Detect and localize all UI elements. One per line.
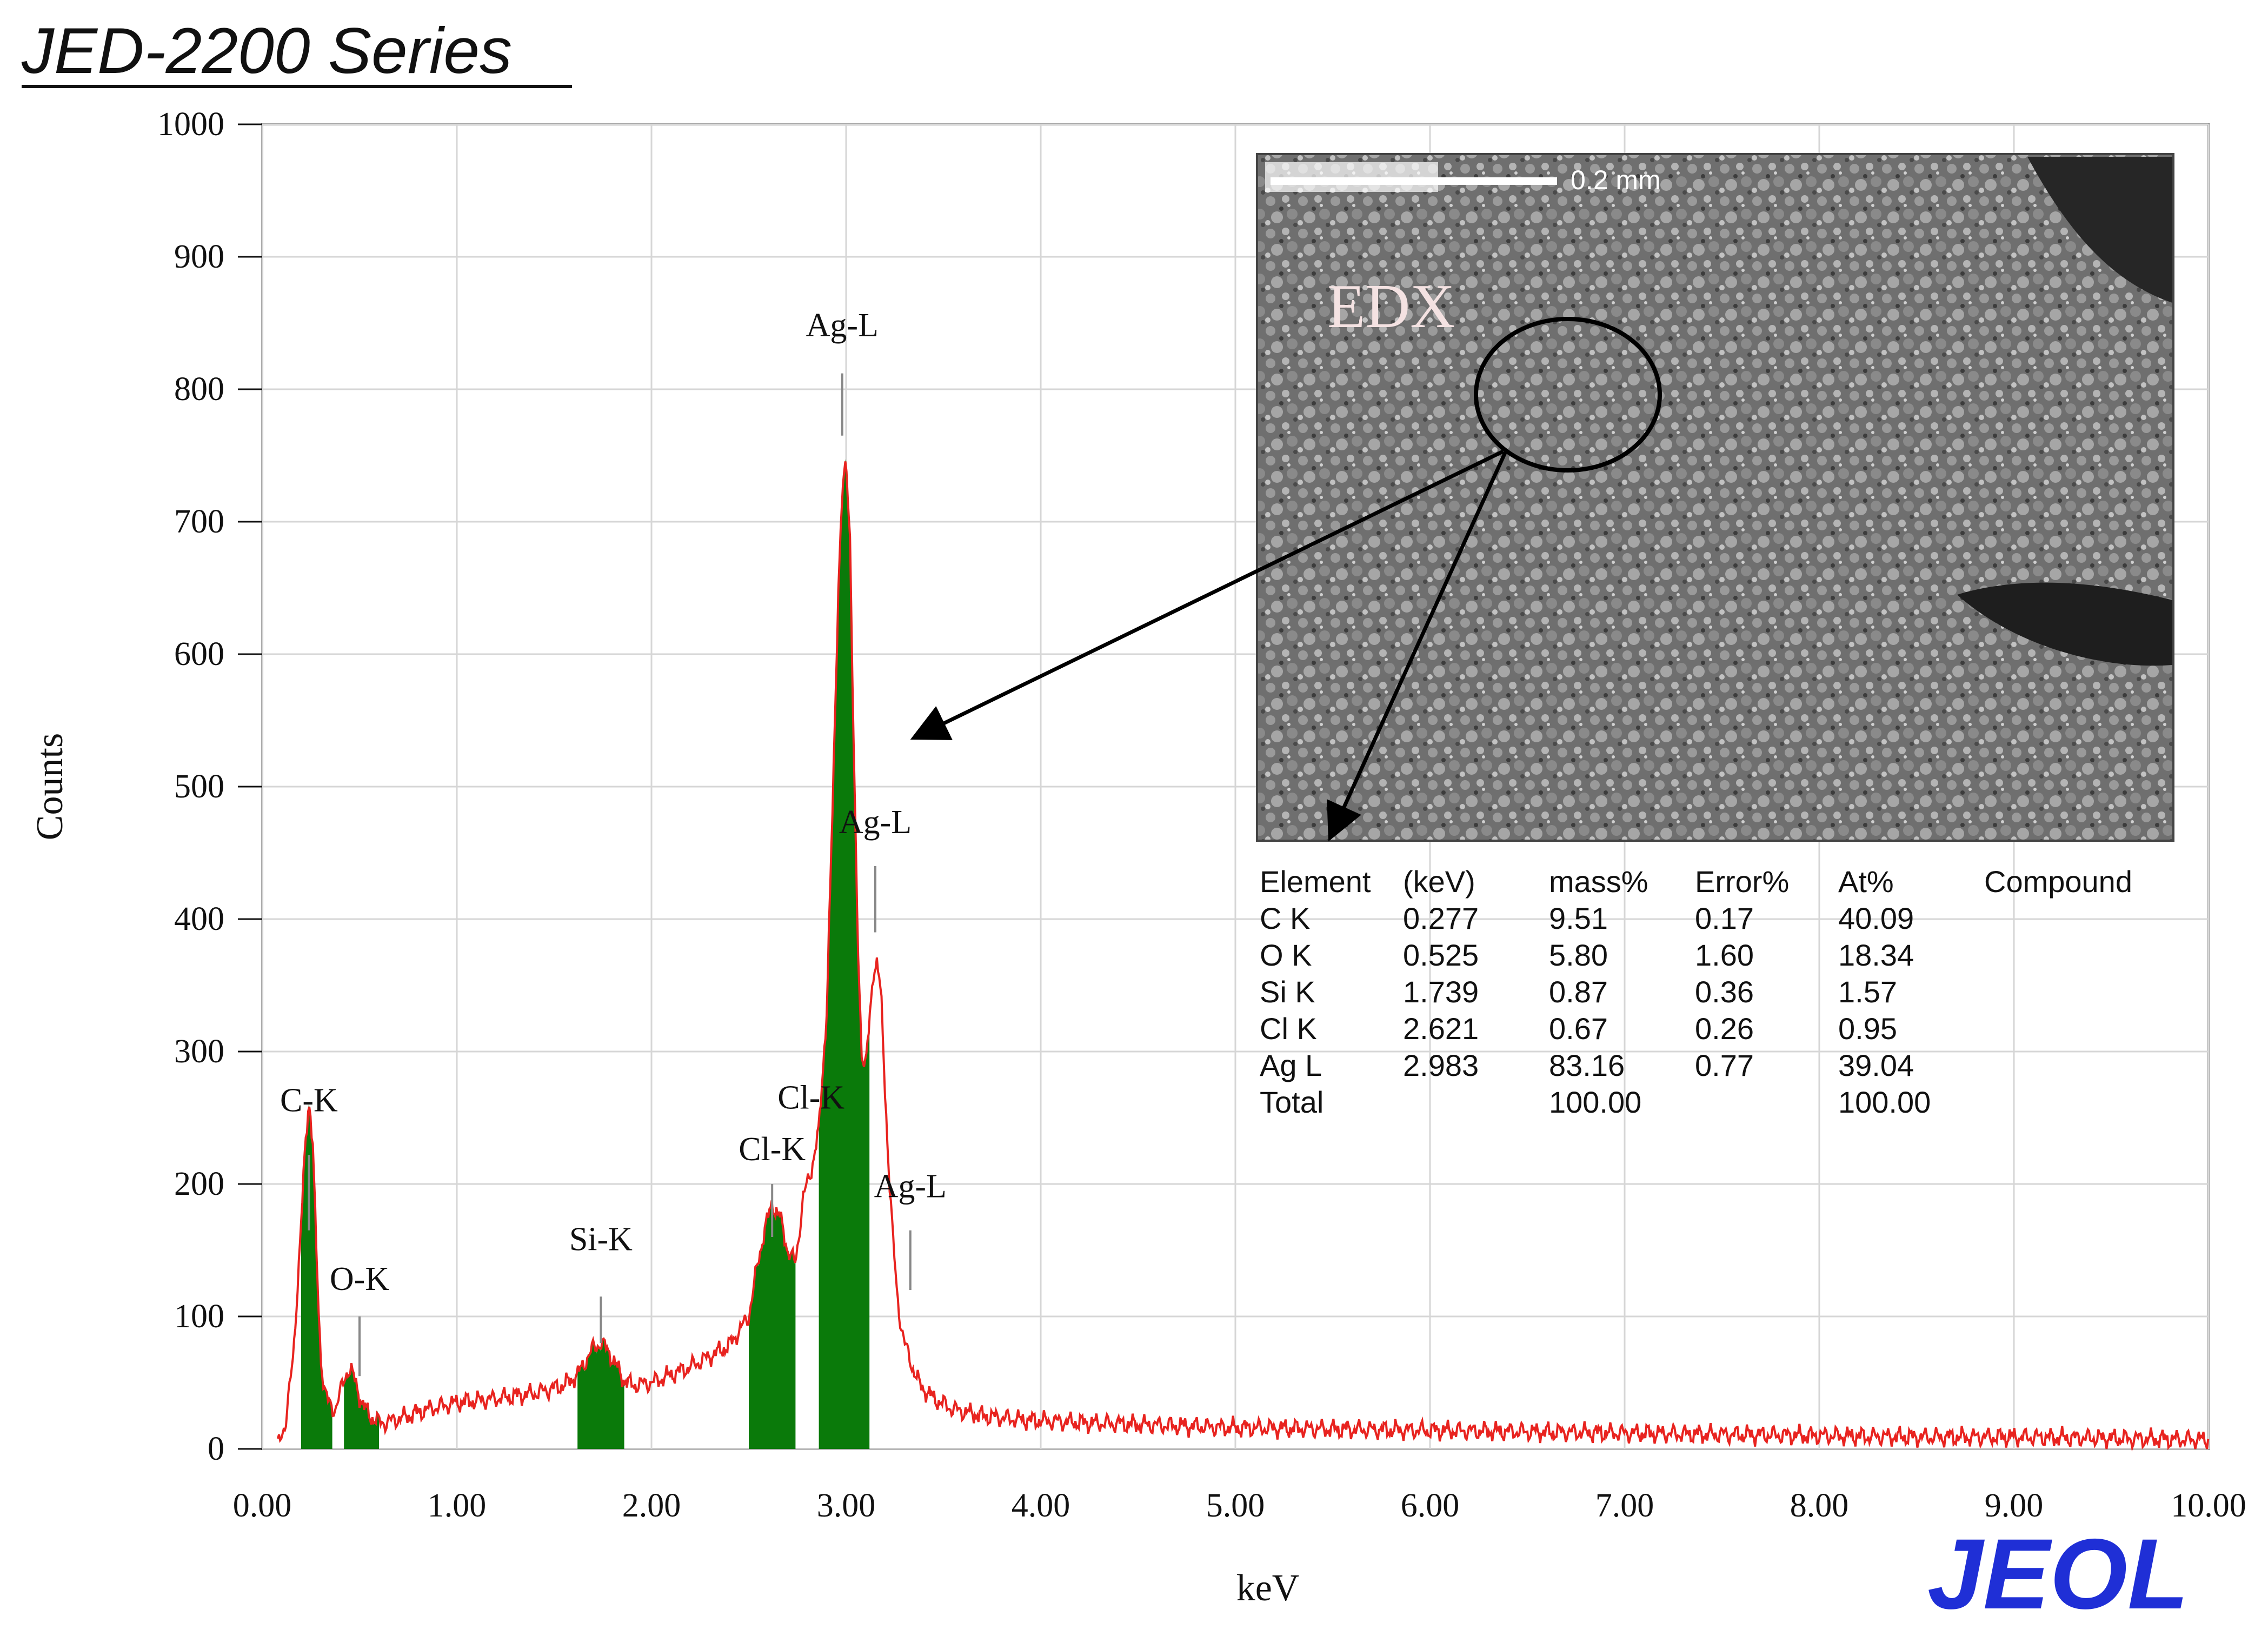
table-cell: Si K [1260, 975, 1315, 1009]
table-header-cell: (keV) [1403, 864, 1475, 899]
table-cell: 100.00 [1549, 1085, 1641, 1119]
y-tick-label: 200 [174, 1166, 224, 1202]
table-header-cell: At% [1838, 864, 1894, 899]
table-cell: 5.80 [1549, 938, 1608, 972]
x-tick-label: 9.00 [1985, 1487, 2044, 1524]
sem-dark-crack [1957, 582, 2172, 666]
peak-label: Ag-L [874, 1168, 947, 1205]
peak-fill [819, 459, 870, 1449]
jeol-logo: JEOL [1927, 1519, 2189, 1630]
analysis-area-circle [1474, 317, 1662, 473]
x-axis-label: keV [1236, 1567, 1300, 1609]
table-cell: C K [1260, 901, 1310, 935]
results-table: Element (keV) mass% Error% At% Compound C K 0.2… [1260, 864, 2132, 1119]
table-cell: 2.621 [1403, 1012, 1479, 1046]
y-tick-label: 500 [174, 768, 224, 805]
x-tick-label: 6.00 [1401, 1487, 1460, 1524]
spectrum-line [276, 461, 2210, 1452]
table-cell: 0.26 [1695, 1012, 1754, 1046]
peak-label: Ag-L [839, 804, 912, 841]
table-header-cell: Element [1260, 864, 1371, 899]
table-cell: 0.525 [1403, 938, 1479, 972]
table-cell: O K [1260, 938, 1312, 972]
table-cell: 0.277 [1403, 901, 1479, 935]
x-tick-label: 4.00 [1012, 1487, 1070, 1524]
peak-label: C-K [280, 1082, 338, 1119]
table-cell: 1.60 [1695, 938, 1754, 972]
y-tick-label: 700 [174, 503, 224, 540]
table-cell: 2.983 [1403, 1048, 1479, 1082]
arrow-to-table [1327, 450, 1508, 842]
scale-bar-label: 0.2 mm [1571, 165, 1661, 195]
x-tick-label: 0.00 [233, 1487, 292, 1524]
y-tick-label: 600 [174, 636, 224, 673]
peak-label: Cl-K [777, 1079, 844, 1116]
table-cell: 83.16 [1549, 1048, 1625, 1082]
x-tick-label: 10.00 [2171, 1487, 2246, 1524]
peak-labels: C-K O-K Si-K Cl-K Cl-K Ag-L Ag-L Ag-L [280, 307, 947, 1376]
y-tick-label: 900 [174, 238, 224, 275]
peak-label: Cl-K [739, 1131, 806, 1168]
table-cell: Total [1260, 1085, 1323, 1119]
sem-dark-void [2027, 157, 2172, 303]
y-tick-label: 300 [174, 1033, 224, 1070]
y-axis-label: Counts [29, 733, 71, 840]
table-cell: 100.00 [1838, 1085, 1931, 1119]
table-cell: 1.57 [1838, 975, 1897, 1009]
scale-bar-background [1265, 162, 1438, 192]
peak-fill [749, 1201, 796, 1449]
peak-fill [344, 1364, 379, 1449]
table-header-cell: Error% [1695, 864, 1789, 899]
table-cell: 0.77 [1695, 1048, 1754, 1082]
table-cell: 39.04 [1838, 1048, 1914, 1082]
x-tick-label: 8.00 [1790, 1487, 1849, 1524]
table-cell: 0.17 [1695, 901, 1754, 935]
y-tick-label: 400 [174, 901, 224, 937]
page-title: JED-2200 Series [21, 15, 512, 87]
table-header-cell: mass% [1549, 864, 1648, 899]
inset-edx-label: EDX [1327, 272, 1455, 341]
table-cell: Cl K [1260, 1012, 1317, 1046]
table-cell: 0.36 [1695, 975, 1754, 1009]
table-cell: 40.09 [1838, 901, 1914, 935]
y-tick-label: 100 [174, 1298, 224, 1335]
peak-label: Ag-L [806, 307, 879, 344]
table-cell: 9.51 [1549, 901, 1608, 935]
table-cell: 0.67 [1549, 1012, 1608, 1046]
table-cell: 1.739 [1403, 975, 1479, 1009]
x-tick-label: 5.00 [1206, 1487, 1265, 1524]
y-tick-label: 1000 [157, 106, 224, 143]
x-tick-label: 7.00 [1595, 1487, 1654, 1524]
peak-fill [577, 1336, 624, 1449]
table-cell: 18.34 [1838, 938, 1914, 972]
peak-label: O-K [330, 1261, 389, 1298]
arrow-to-spectrum [910, 449, 1504, 740]
x-tick-labels: 0.00 1.00 2.00 3.00 4.00 5.00 6.00 7.00 8.00 9.00… [233, 1487, 2246, 1524]
table-cell: Ag L [1260, 1048, 1322, 1082]
table-cell: 0.87 [1549, 975, 1608, 1009]
y-tick-labels: 0 100 200 300 400 500 600 700 800 900 1000 [157, 106, 262, 1467]
table-header-cell: Compound [1984, 864, 2132, 899]
y-tick-label: 0 [208, 1431, 224, 1467]
sem-image [1256, 153, 2174, 842]
sem-inset: 0.2 mm EDX [910, 153, 2174, 842]
peak-label: Si-K [569, 1221, 633, 1258]
table-cell: 0.95 [1838, 1012, 1897, 1046]
x-tick-label: 3.00 [817, 1487, 876, 1524]
y-tick-label: 800 [174, 371, 224, 408]
x-tick-label: 2.00 [622, 1487, 681, 1524]
x-tick-label: 1.00 [428, 1487, 487, 1524]
